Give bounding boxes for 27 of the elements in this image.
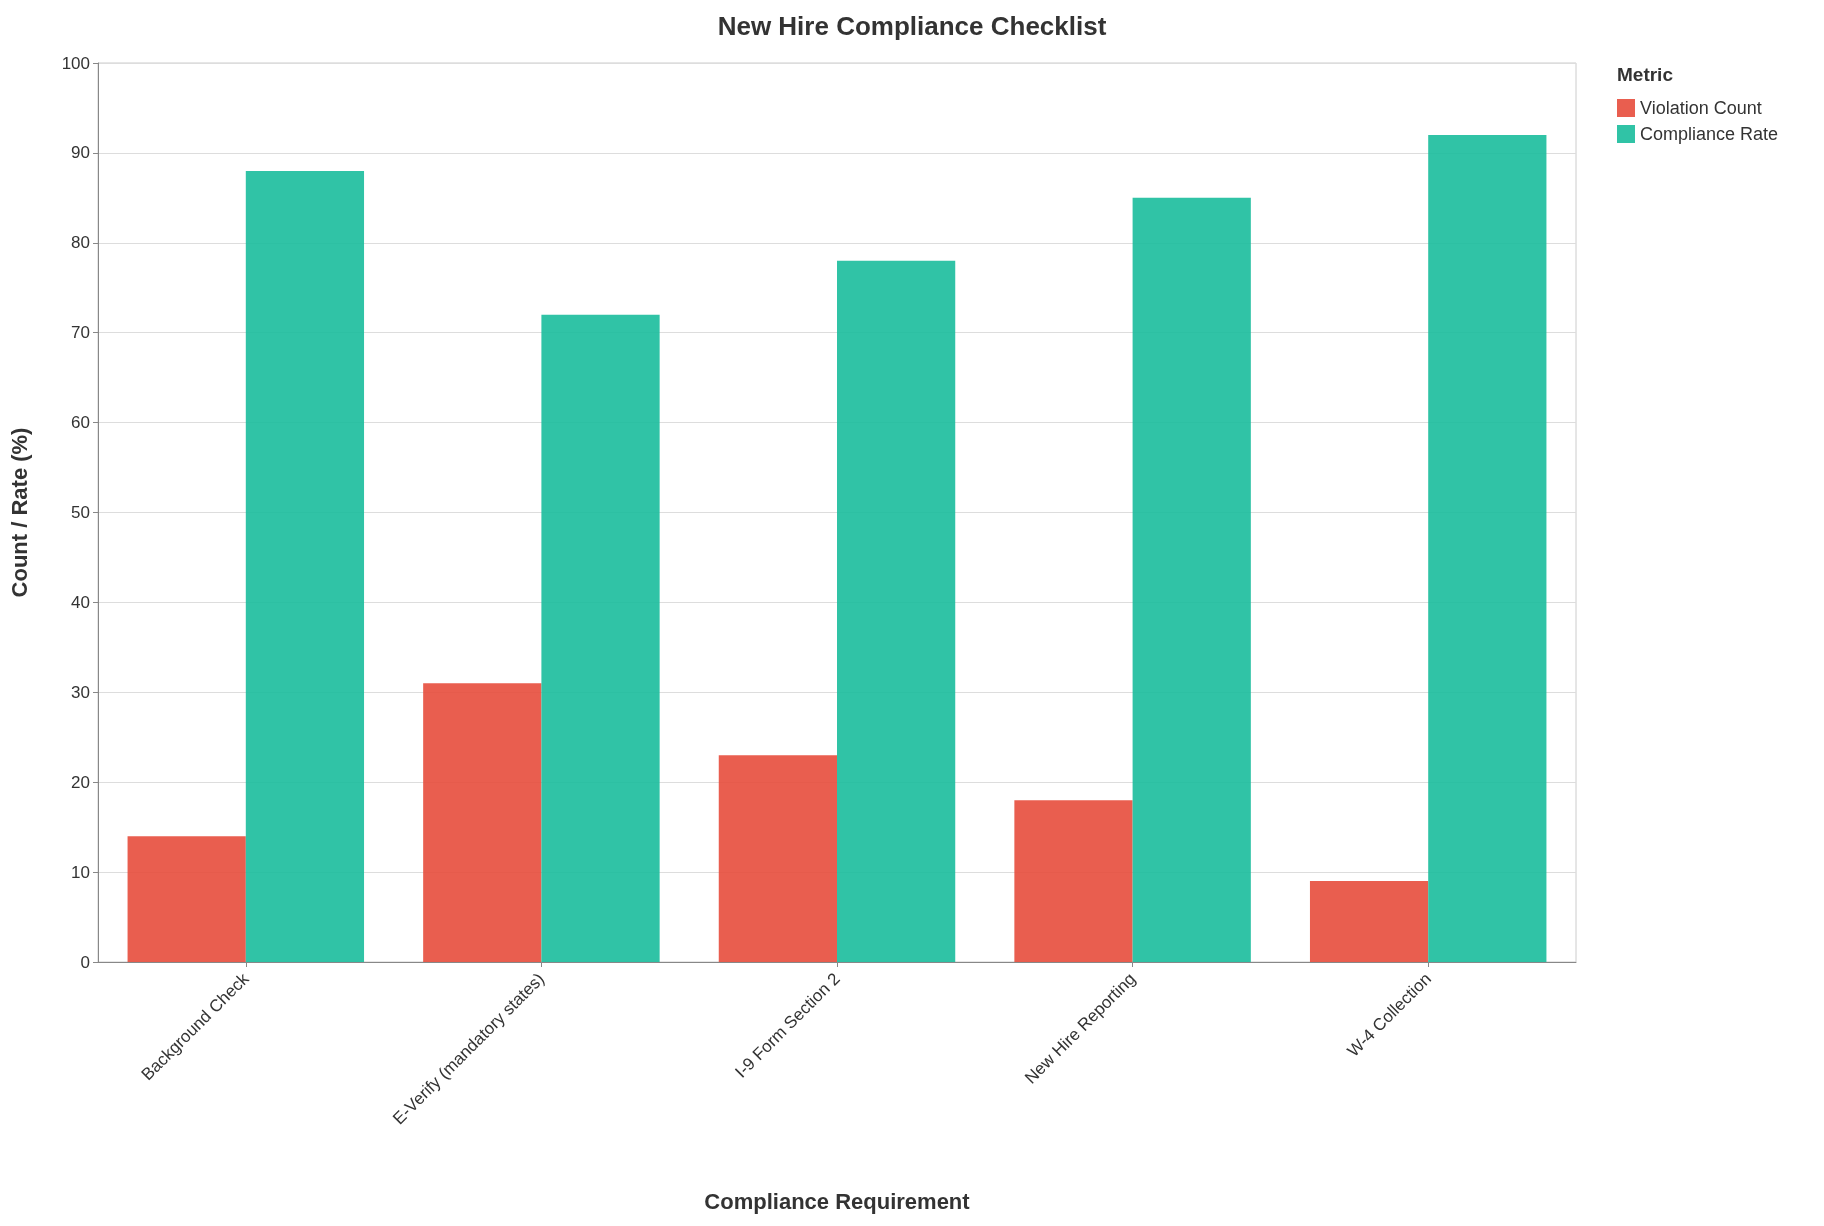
bar xyxy=(1132,197,1251,962)
y-tick-label: 40 xyxy=(71,592,90,612)
bar xyxy=(541,314,660,962)
y-axis-title: Count / Rate (%) xyxy=(6,427,32,598)
legend-label: Compliance Rate xyxy=(1640,124,1779,144)
bar xyxy=(837,260,956,962)
bar xyxy=(127,836,246,962)
y-tick-label: 100 xyxy=(61,53,90,73)
y-tick-label: 60 xyxy=(71,413,90,433)
chart-title: New Hire Compliance Checklist xyxy=(717,11,1107,41)
y-tick-label: 80 xyxy=(71,233,90,253)
y-tick-label: 20 xyxy=(71,772,90,792)
bar xyxy=(1428,134,1547,962)
y-tick-label: 70 xyxy=(71,323,90,343)
bar xyxy=(718,755,837,962)
y-tick-label: 10 xyxy=(71,862,90,882)
bar xyxy=(423,683,542,962)
bar xyxy=(245,170,365,962)
y-tick-label: 0 xyxy=(80,952,90,972)
y-tick-label: 90 xyxy=(71,143,90,163)
bar xyxy=(1014,800,1133,962)
legend-label: Violation Count xyxy=(1640,98,1762,118)
y-tick-label: 50 xyxy=(71,503,90,522)
y-tick-label: 30 xyxy=(71,682,90,702)
x-axis-title: Compliance Requirement xyxy=(704,1188,971,1214)
bar xyxy=(1309,881,1429,962)
legend-title: Metric xyxy=(1617,64,1674,85)
